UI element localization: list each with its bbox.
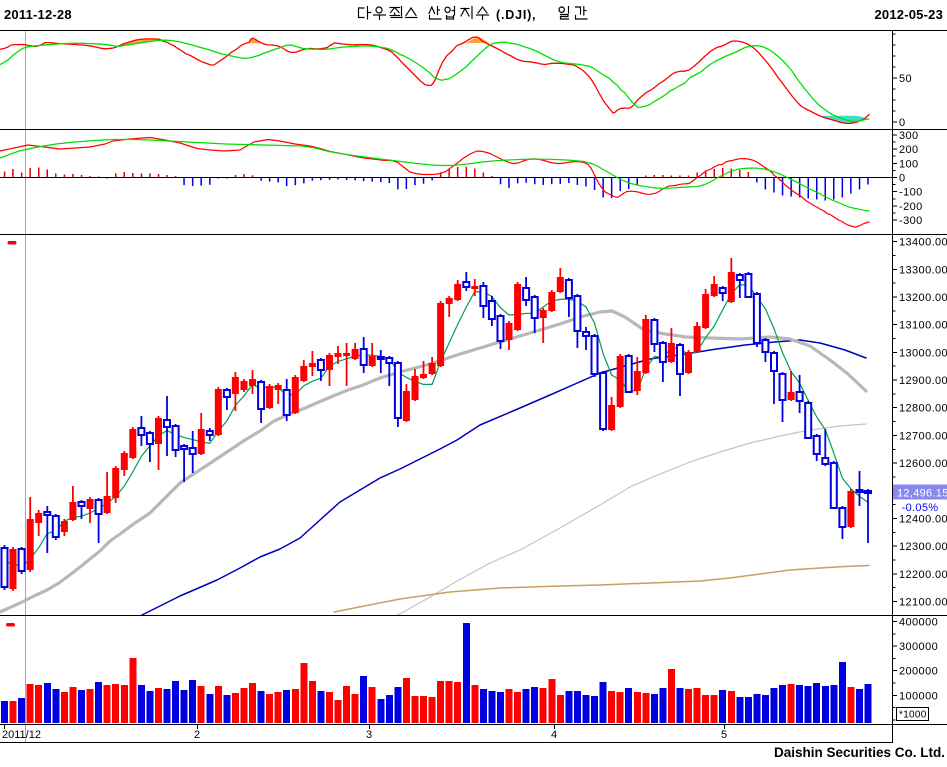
svg-text:2011-12-28: 2011-12-28 [4,7,72,22]
svg-text:12,496.15: 12,496.15 [897,488,947,500]
svg-text:300: 300 [899,130,919,142]
svg-text:-200: -200 [899,201,923,213]
svg-text:300000: 300000 [899,641,938,653]
svg-text:2012-05-23: 2012-05-23 [875,7,944,22]
svg-text:50: 50 [899,73,912,85]
svg-text:0: 0 [899,173,906,185]
svg-text:12900.00: 12900.00 [899,375,947,387]
svg-text:13400.00: 13400.00 [899,237,947,249]
svg-text:3: 3 [366,729,372,741]
svg-text:2011/12: 2011/12 [2,729,41,741]
svg-text:0: 0 [899,117,906,129]
svg-text:100000: 100000 [899,690,938,702]
svg-text:13300.00: 13300.00 [899,264,947,276]
svg-text:200000: 200000 [899,666,938,678]
svg-text:13100.00: 13100.00 [899,320,947,332]
svg-text:12200.00: 12200.00 [899,569,947,581]
svg-text:12800.00: 12800.00 [899,403,947,415]
svg-text:-100: -100 [899,187,923,199]
svg-text:12700.00: 12700.00 [899,430,947,442]
svg-text:Daishin Securities Co. Ltd.: Daishin Securities Co. Ltd. [774,745,945,760]
svg-text:100: 100 [899,158,919,170]
svg-text:5: 5 [721,729,727,741]
svg-text:12100.00: 12100.00 [899,597,947,609]
svg-text:-0.05%: -0.05% [902,502,939,514]
svg-text:200: 200 [899,144,919,156]
svg-text:400000: 400000 [899,617,938,629]
svg-text:2: 2 [194,729,200,741]
svg-text:4: 4 [551,729,557,741]
svg-text:13000.00: 13000.00 [899,347,947,359]
svg-text:12400.00: 12400.00 [899,514,947,526]
svg-text:*1000: *1000 [899,710,927,721]
svg-text:13200.00: 13200.00 [899,292,947,304]
svg-text:-300: -300 [899,215,923,227]
svg-text:(.DJI),: (.DJI), [496,8,536,22]
svg-text:12600.00: 12600.00 [899,458,947,470]
svg-text:12300.00: 12300.00 [899,541,947,553]
